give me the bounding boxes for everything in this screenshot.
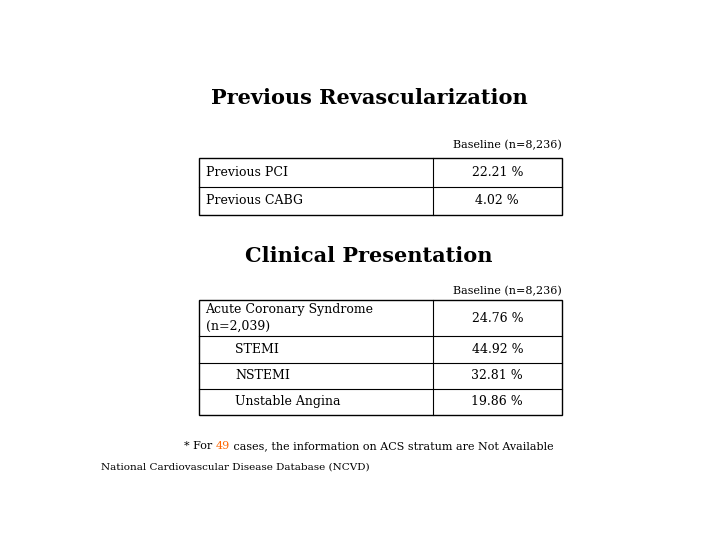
- Text: 19.86 %: 19.86 %: [472, 395, 523, 408]
- Text: STEMI: STEMI: [235, 343, 279, 356]
- Text: 44.92 %: 44.92 %: [472, 343, 523, 356]
- Text: 24.76 %: 24.76 %: [472, 312, 523, 325]
- Text: NSTEMI: NSTEMI: [235, 369, 290, 382]
- Text: Previous CABG: Previous CABG: [205, 194, 302, 207]
- Text: Previous Revascularization: Previous Revascularization: [211, 87, 527, 107]
- Text: Acute Coronary Syndrome
(n=2,039): Acute Coronary Syndrome (n=2,039): [205, 303, 374, 333]
- Text: National Cardiovascular Disease Database (NCVD): National Cardiovascular Disease Database…: [101, 463, 370, 472]
- Text: Baseline (n=8,236): Baseline (n=8,236): [453, 140, 562, 150]
- Bar: [199, 158, 562, 215]
- Text: 32.81 %: 32.81 %: [472, 369, 523, 382]
- Text: Previous PCI: Previous PCI: [205, 166, 287, 179]
- Text: cases, the information on ACS stratum are Not Available: cases, the information on ACS stratum ar…: [230, 441, 554, 451]
- Text: Clinical Presentation: Clinical Presentation: [246, 246, 492, 266]
- Text: Baseline (n=8,236): Baseline (n=8,236): [453, 286, 562, 296]
- Bar: [199, 300, 562, 415]
- Text: * For: * For: [184, 441, 216, 451]
- Text: 22.21 %: 22.21 %: [472, 166, 523, 179]
- Text: 49: 49: [216, 441, 230, 451]
- Text: 4.02 %: 4.02 %: [475, 194, 519, 207]
- Text: Unstable Angina: Unstable Angina: [235, 395, 341, 408]
